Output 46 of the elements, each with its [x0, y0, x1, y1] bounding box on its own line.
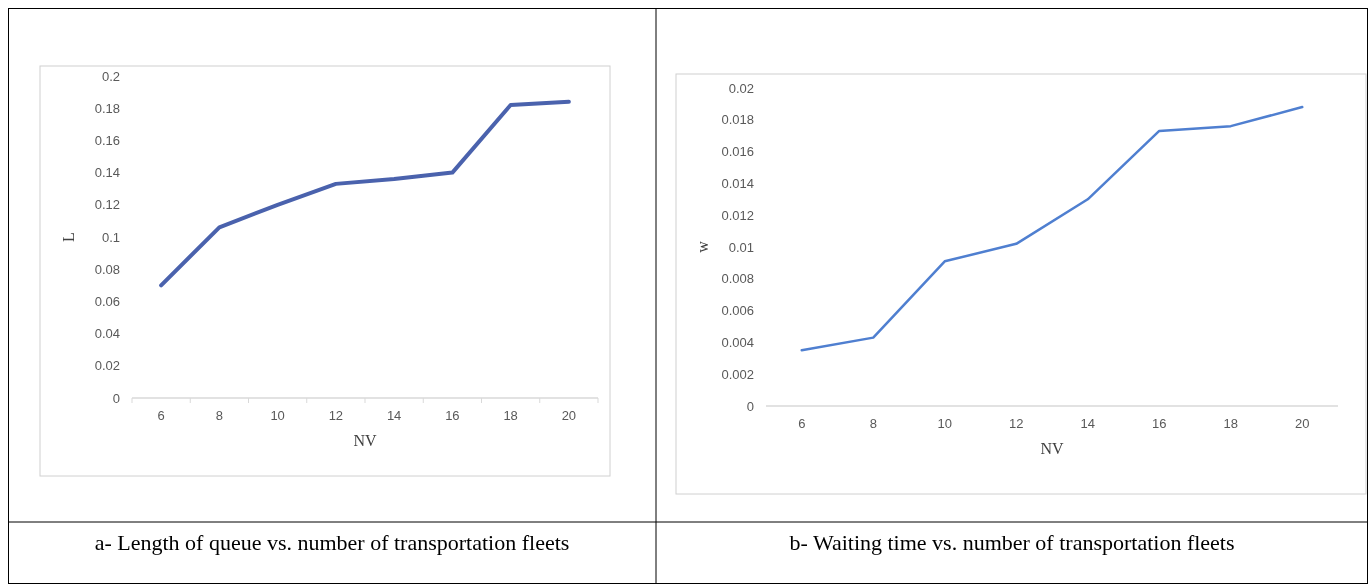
x-tick-label: 14 [386, 408, 402, 423]
x-tick-label: 20 [561, 408, 577, 423]
x-tick-label: 10 [270, 408, 285, 423]
y-tick-label: 0.02 [728, 80, 754, 96]
x-tick-label: 6 [798, 416, 806, 431]
y-tick-label: 0 [112, 390, 120, 406]
y-axis-title: w [694, 240, 711, 253]
x-tick-label: 12 [1009, 416, 1024, 431]
x-axis-title: NV [353, 432, 377, 449]
y-tick-label: 0.012 [721, 207, 754, 223]
x-tick-label: 6 [157, 408, 165, 423]
x-tick-label: 12 [328, 408, 344, 423]
y-tick-label: 0.08 [94, 261, 120, 277]
x-tick-label: 16 [1152, 416, 1167, 431]
x-tick-label: 14 [1080, 416, 1095, 431]
y-tick-label: 0.06 [94, 293, 120, 309]
text: a- Length of queue vs. number of transportation fleets [94, 530, 570, 555]
y-tick-label: 0.008 [721, 271, 754, 287]
y-tick-label: 0.002 [721, 366, 754, 382]
x-tick-label: 20 [1295, 416, 1310, 431]
text: b- Waiting time vs. number of transportation fleets [789, 530, 1235, 555]
y-tick-label: 0.018 [721, 112, 754, 128]
y-axis-title: L [60, 232, 77, 242]
y-tick-label: 0.006 [721, 303, 754, 319]
y-tick-label: 0.18 [94, 100, 120, 116]
y-tick-label: 0.02 [94, 358, 120, 374]
y-tick-label: 0.1 [101, 229, 120, 245]
y-tick-label: 0.004 [721, 334, 754, 350]
y-tick-label: 0.016 [721, 144, 754, 160]
y-tick-label: 0.01 [728, 239, 754, 255]
x-tick-label: 18 [1223, 416, 1238, 431]
y-tick-label: 0 [746, 398, 754, 414]
x-tick-label: 8 [869, 416, 877, 431]
x-tick-label: 10 [937, 416, 952, 431]
line-series [159, 99, 571, 288]
x-tick-label: 18 [503, 408, 518, 423]
x-tick-label: 16 [445, 408, 460, 423]
y-tick-label: 0.2 [101, 68, 120, 84]
y-tick-label: 0.12 [94, 197, 120, 213]
line-series [800, 105, 1304, 352]
y-tick-label: 0.14 [94, 165, 120, 181]
y-tick-label: 0.04 [94, 326, 120, 342]
x-tick-label: 8 [215, 408, 223, 423]
x-axis-title: NV [1040, 440, 1064, 457]
y-tick-label: 0.014 [721, 175, 754, 191]
y-tick-label: 0.16 [94, 132, 120, 148]
